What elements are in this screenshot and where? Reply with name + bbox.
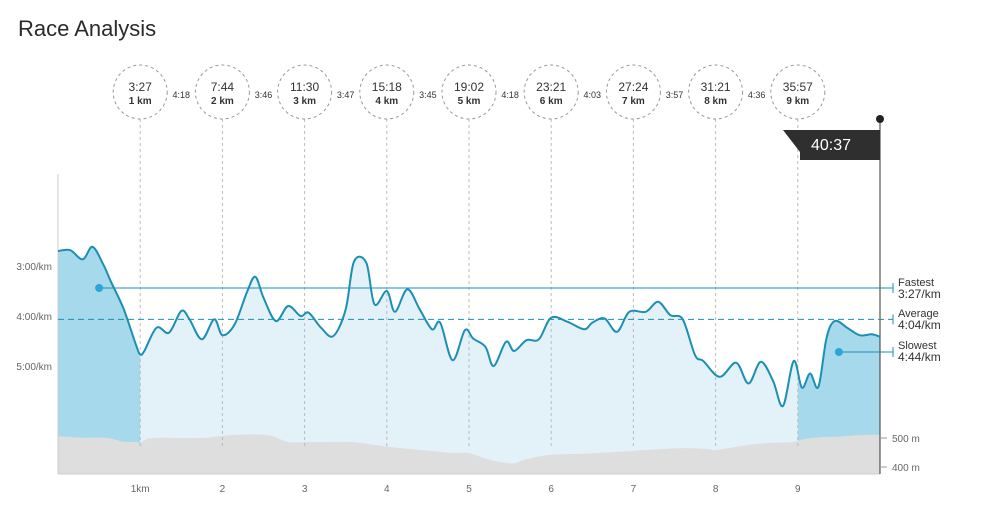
split-marker[interactable]: 7:44 2 km bbox=[194, 64, 250, 120]
elevation-profile bbox=[58, 434, 880, 474]
split-km: 1 km bbox=[129, 96, 152, 107]
finish-flag bbox=[783, 130, 880, 160]
reference-value: 4:04/km bbox=[898, 318, 941, 332]
split-time: 27:24 bbox=[618, 80, 648, 94]
finish-time: 40:37 bbox=[811, 137, 851, 154]
finish-dot bbox=[876, 115, 884, 123]
split-circle bbox=[194, 64, 250, 120]
split-marker[interactable]: 31:21 8 km bbox=[688, 64, 744, 120]
slowest-marker[interactable] bbox=[834, 348, 843, 356]
split-pace: 4:03 bbox=[584, 90, 602, 100]
split-circle bbox=[112, 64, 168, 120]
split-marker[interactable]: 3:27 1 km bbox=[112, 64, 168, 120]
split-km: 7 km bbox=[622, 96, 645, 107]
split-time: 31:21 bbox=[701, 80, 731, 94]
split-circle bbox=[523, 64, 579, 120]
split-km: 5 km bbox=[458, 96, 481, 107]
pace-line bbox=[57, 245, 881, 408]
x-tick-label: 1km bbox=[131, 484, 150, 495]
pace-line-layer bbox=[57, 245, 881, 408]
x-tick-label: 7 bbox=[631, 484, 637, 495]
x-tick-label: 2 bbox=[220, 484, 226, 495]
split-time: 35:57 bbox=[783, 80, 813, 94]
split-time: 19:02 bbox=[454, 80, 484, 94]
page-title: Race Analysis bbox=[18, 16, 157, 41]
reference-label: Fastest bbox=[898, 277, 934, 289]
split-km: 2 km bbox=[211, 96, 234, 107]
y-elevation-tick-label: 400 m bbox=[892, 463, 920, 474]
y-elevation-tick-label: 500 m bbox=[892, 434, 920, 445]
split-circle bbox=[277, 64, 333, 120]
y-pace-tick-label: 4:00/km bbox=[16, 312, 52, 323]
reference-label: Average bbox=[898, 308, 939, 320]
x-tick-label: 6 bbox=[548, 484, 554, 495]
axis-layer: 1km 2 3 4 5 6 7 8 9 3:00/km 4:00/km 5:00/km 500 m 400… bbox=[16, 262, 919, 495]
split-pace: 3:46 bbox=[255, 90, 273, 100]
pace-area-fill-first-km bbox=[58, 246, 141, 474]
split-time: 15:18 bbox=[372, 80, 402, 94]
split-marker[interactable]: 23:21 6 km bbox=[523, 64, 579, 120]
reference-label: Slowest bbox=[898, 340, 937, 352]
grid-layer bbox=[57, 119, 881, 475]
split-time: 7:44 bbox=[211, 80, 235, 94]
split-marker[interactable]: 15:18 4 km bbox=[359, 64, 415, 120]
split-circle bbox=[688, 64, 744, 120]
split-marker[interactable]: 35:57 9 km bbox=[770, 64, 826, 120]
split-marker[interactable]: 11:30 3 km bbox=[277, 64, 333, 120]
split-pace: 3:47 bbox=[337, 90, 355, 100]
x-tick-label: 5 bbox=[466, 484, 472, 495]
split-km: 9 km bbox=[786, 96, 809, 107]
split-circle bbox=[359, 64, 415, 120]
y-pace-tick-label: 3:00/km bbox=[16, 262, 52, 273]
fastest-marker[interactable] bbox=[95, 284, 104, 292]
reference-value: 4:44/km bbox=[898, 350, 941, 364]
split-km: 6 km bbox=[540, 96, 563, 107]
x-tick-label: 8 bbox=[713, 484, 719, 495]
split-time: 11:30 bbox=[290, 80, 319, 94]
split-marker[interactable]: 19:02 5 km bbox=[441, 64, 497, 120]
reference-value: 3:27/km bbox=[898, 287, 941, 301]
elevation-layer bbox=[58, 434, 880, 474]
x-tick-label: 3 bbox=[302, 484, 308, 495]
y-pace-tick-label: 5:00/km bbox=[16, 362, 52, 373]
split-pace: 3:45 bbox=[419, 90, 437, 100]
split-circle bbox=[441, 64, 497, 120]
splits-layer: 3:27 1 km 4:18 7:44 2 km 3:46 11:30 3 km 3:47 15:… bbox=[112, 64, 826, 120]
split-pace: 4:18 bbox=[501, 90, 519, 100]
split-km: 4 km bbox=[375, 96, 398, 107]
finish-flag-layer: 40:37 bbox=[783, 115, 884, 160]
split-km: 8 km bbox=[704, 96, 727, 107]
x-tick-label: 4 bbox=[384, 484, 390, 495]
split-time: 3:27 bbox=[129, 80, 153, 94]
split-pace: 4:18 bbox=[173, 90, 191, 100]
split-circle bbox=[770, 64, 826, 120]
split-km: 3 km bbox=[293, 96, 316, 107]
split-pace: 4:36 bbox=[748, 90, 766, 100]
split-time: 23:21 bbox=[536, 80, 566, 94]
split-circle bbox=[605, 64, 661, 120]
split-pace: 3:57 bbox=[666, 90, 684, 100]
x-tick-label: 9 bbox=[795, 484, 801, 495]
split-marker[interactable]: 27:24 7 km bbox=[605, 64, 661, 120]
